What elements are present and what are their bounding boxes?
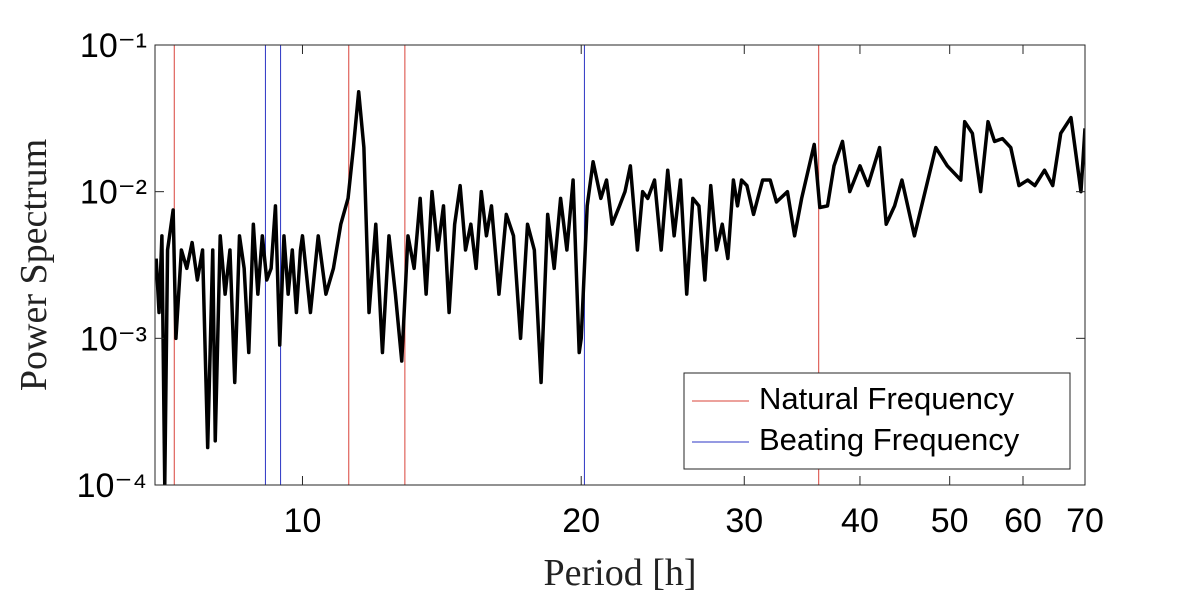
legend: Natural Frequency Beating Frequency <box>683 372 1071 470</box>
axes-frame <box>154 44 1086 486</box>
spectrum-line <box>155 90 1085 485</box>
y-tick-label: 10⁻² <box>80 174 147 212</box>
x-axis-label: Period [h] <box>543 552 696 594</box>
y-tick-label: 10⁻³ <box>80 320 147 358</box>
legend-box <box>683 372 1071 470</box>
x-tick-label: 60 <box>1004 502 1042 540</box>
axes: 10 20 30 40 50 60 70 10⁻⁴ 10⁻³ 10⁻² 10⁻¹ <box>77 27 1104 540</box>
y-tick-label: 10⁻¹ <box>80 27 147 65</box>
x-tick-label: 40 <box>841 502 879 540</box>
x-tick-label: 70 <box>1066 502 1104 540</box>
x-tick-label: 10 <box>284 502 322 540</box>
x-tick-label: 20 <box>562 502 600 540</box>
legend-label: Natural Frequency <box>759 381 1015 416</box>
x-tick-label: 50 <box>931 502 969 540</box>
legend-label: Beating Frequency <box>759 422 1020 457</box>
plot-area <box>155 45 1085 485</box>
x-tick-label: 30 <box>725 502 763 540</box>
y-axis-label: Power Spectrum <box>13 139 55 391</box>
y-tick-label: 10⁻⁴ <box>77 467 147 505</box>
